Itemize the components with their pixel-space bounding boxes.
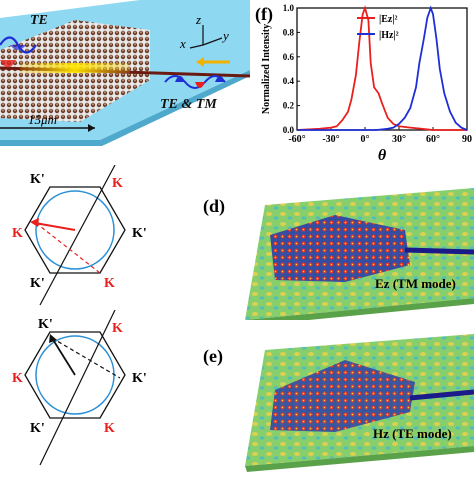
x-tick-label: -60°: [288, 134, 305, 145]
mode-label-hz: Hz (TE mode): [373, 426, 452, 441]
y-axis-label: Normalized Intensity: [261, 24, 272, 114]
x-tick-label: 30°: [392, 134, 406, 145]
y-tick-label: 1.0: [283, 3, 295, 13]
panel-e-label: (e): [203, 346, 223, 367]
chart-panel-label: (f): [255, 4, 273, 25]
mode-label-ez: Ez (TM mode): [375, 276, 456, 291]
y-tick-label: 0.6: [283, 52, 295, 62]
field-slab-edge: [245, 446, 474, 472]
hexagon-outline: [24, 331, 126, 419]
axis-x-label: x: [179, 36, 186, 51]
k-left: K: [12, 371, 23, 386]
waveguide-field-line: [409, 389, 474, 401]
te-label: TE: [30, 13, 48, 28]
waveguide-field-line: [404, 247, 474, 255]
scatter-dashed-line: [51, 337, 121, 379]
y-tick-label: 0.2: [283, 101, 295, 111]
field-map-hz-svg: (e) Hz (TE mode): [203, 334, 474, 472]
mirror-line: [39, 164, 116, 306]
series-line-hz: [297, 5, 468, 131]
field-map-hz-panel: (e) Hz (TE mode): [195, 320, 474, 474]
brillouin-zone-top-svg: K' K K K' K' K: [12, 164, 147, 306]
panel-d-label: (d): [203, 196, 225, 217]
x-tick-label: 90: [462, 134, 472, 145]
k-bottom-right: K: [104, 421, 115, 436]
field-slab-edge: [245, 298, 474, 326]
brillouin-circle: [35, 190, 115, 270]
device-schematic-svg: TE TE & TM z y x 15μm: [0, 0, 251, 146]
legend-label: |Ez|²: [379, 14, 398, 25]
x-tick-label: 0°: [361, 134, 370, 145]
device-schematic-panel: TE TE & TM z y x 15μm: [0, 0, 251, 150]
brillouin-zone-top-panel: K' K K K' K' K: [0, 164, 170, 315]
k-prime-top-left: K': [38, 317, 53, 332]
k-bottom-right: K: [104, 276, 115, 291]
intensity-chart-svg: (f) 0.0 0.2 0.4 0.6 0.8 1.0 -60° -30° 0° 30° 60° 90…: [255, 3, 472, 164]
field-map-ez-panel: (d) Ez (TM mode): [195, 170, 474, 326]
crystal-field-pattern: [270, 215, 410, 282]
axes-icon: [189, 25, 223, 49]
y-tick-label: 0.4: [283, 76, 295, 86]
k-top-right: K: [112, 321, 123, 336]
substrate-slab-edge: [0, 70, 250, 146]
field-map-ez-svg: (d) Ez (TM mode): [203, 188, 474, 326]
series-line-ez: [296, 5, 467, 131]
brillouin-zone-bottom-svg: K' K K K' K' K: [12, 309, 147, 466]
te-tm-label: TE & TM: [160, 97, 217, 112]
y-tick-label: 0.0: [283, 125, 295, 135]
x-axis-label: θ: [378, 147, 387, 164]
k-left: K: [12, 226, 23, 241]
hexagon-outline: [24, 186, 126, 274]
plot-frame: [296, 7, 468, 131]
intensity-chart-panel: (f) 0.0 0.2 0.4 0.6 0.8 1.0 -60° -30° 0° 30° 60° 90…: [255, 0, 474, 165]
k-prime-right: K': [132, 371, 147, 386]
y-tick-label: 0.8: [283, 27, 295, 37]
axis-y-label: y: [221, 28, 229, 43]
axis-z-label: z: [195, 12, 201, 27]
k-prime-bottom-left: K': [30, 276, 45, 291]
length-label: 15μm: [28, 112, 57, 127]
wavevector-arrow: [34, 222, 76, 231]
mirror-line: [39, 309, 116, 466]
k-prime-top-left: K': [30, 172, 45, 187]
k-prime-right: K': [132, 226, 147, 241]
wavevector-arrow: [51, 337, 76, 376]
brillouin-zone-bottom-panel: K' K K K' K' K: [0, 309, 170, 474]
legend-label: |Hz|²: [379, 30, 399, 41]
waveguide-glow: [20, 63, 130, 73]
k-prime-bottom-left: K': [30, 421, 45, 436]
crystal-field-pattern: [270, 360, 415, 432]
te-tm-wave-icon: [164, 75, 226, 89]
x-tick-label: -30°: [322, 134, 339, 145]
x-tick-label: 60°: [426, 134, 440, 145]
k-top-right: K: [112, 176, 123, 191]
